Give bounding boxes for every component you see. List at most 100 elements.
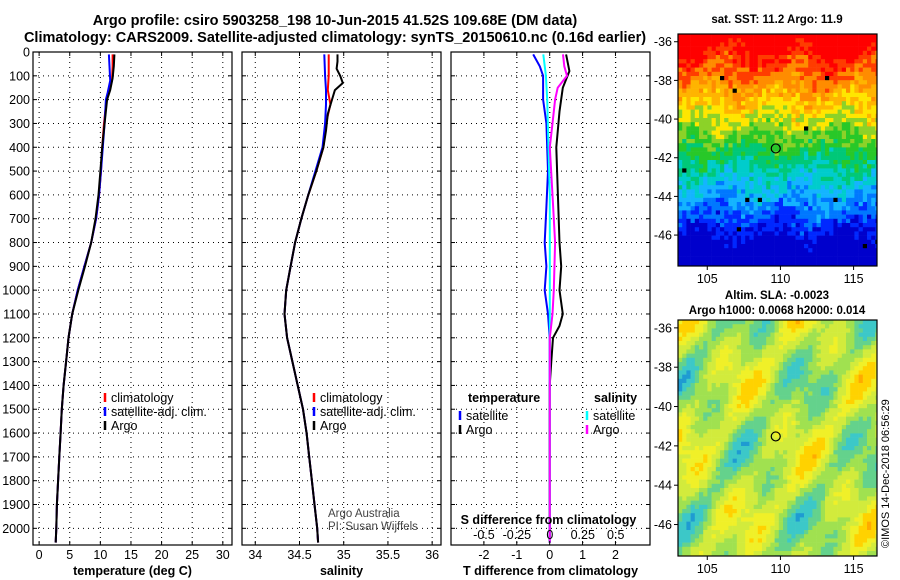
map-cell xyxy=(762,160,767,165)
map-cell xyxy=(833,113,838,119)
map-cell xyxy=(804,50,809,56)
map-cell xyxy=(850,471,855,476)
map-cell xyxy=(732,416,738,422)
map-cell xyxy=(711,353,717,359)
map-cell xyxy=(808,412,813,417)
map-cell xyxy=(720,109,725,115)
map-cell xyxy=(837,46,843,52)
map-cell xyxy=(871,38,876,43)
map-cell xyxy=(841,341,847,346)
map-cell xyxy=(787,155,792,161)
map-cell xyxy=(703,214,708,220)
map-cell xyxy=(816,71,822,77)
legend-title-salinity: salinity xyxy=(594,391,637,405)
map-cell xyxy=(703,458,708,464)
map-cell xyxy=(678,341,683,346)
map-cell xyxy=(841,399,847,405)
map-cell xyxy=(732,450,738,455)
map-cell xyxy=(816,227,822,232)
map-cell xyxy=(871,467,876,472)
map-cell xyxy=(820,181,826,186)
map-cell xyxy=(703,412,708,417)
map-cell xyxy=(808,450,813,455)
map-cell xyxy=(694,320,700,325)
map-cell xyxy=(682,172,687,178)
map-cell xyxy=(690,168,696,173)
map-cell xyxy=(770,160,775,165)
map-cell xyxy=(871,105,876,110)
map-cell xyxy=(770,134,775,140)
map-cell xyxy=(766,349,771,354)
map-cell xyxy=(850,210,855,215)
map-cell xyxy=(678,42,683,47)
map-cell xyxy=(690,134,696,140)
map-cell xyxy=(707,244,712,249)
map-cell xyxy=(745,378,750,384)
map-cell xyxy=(841,454,847,459)
map-cell xyxy=(837,429,843,434)
map-cell xyxy=(841,404,847,409)
map-cell xyxy=(837,362,843,367)
map-cell xyxy=(766,151,771,157)
map-cell xyxy=(770,210,775,215)
map-cell xyxy=(707,101,712,106)
map-cell xyxy=(854,214,859,220)
map-cell xyxy=(728,151,733,157)
map-cell xyxy=(682,483,687,489)
map-cell xyxy=(774,139,780,144)
map-cell xyxy=(699,155,704,161)
map-cell xyxy=(867,176,872,182)
map-cell xyxy=(841,101,847,106)
map-cell xyxy=(829,63,834,68)
map-cell xyxy=(837,97,843,102)
map-cell xyxy=(707,408,712,413)
map-cell xyxy=(694,420,700,426)
map-cell xyxy=(699,227,704,232)
map-cell xyxy=(850,63,855,68)
map-cell xyxy=(816,223,822,228)
map-cell xyxy=(783,97,788,102)
map-cell xyxy=(720,391,725,396)
map-cell xyxy=(736,408,742,413)
map-cell xyxy=(787,88,792,94)
map-cell xyxy=(762,370,767,375)
map-cell xyxy=(816,155,822,161)
map-cell xyxy=(678,206,683,211)
map-cell xyxy=(711,374,717,380)
map-cell xyxy=(791,231,796,236)
map-cell xyxy=(694,67,700,73)
map-cell xyxy=(795,429,801,434)
map-cell xyxy=(850,185,855,190)
map-cell xyxy=(762,181,767,186)
map-cell xyxy=(703,67,708,73)
map-cell xyxy=(694,370,700,375)
map-cell xyxy=(778,362,784,367)
map-cell xyxy=(686,383,691,388)
map-cell xyxy=(699,50,704,56)
map-cell xyxy=(795,353,801,359)
map-cell xyxy=(778,437,784,443)
map-cell xyxy=(841,147,847,152)
map-cell xyxy=(711,416,717,422)
map-cell xyxy=(715,139,721,144)
map-cell xyxy=(766,395,771,401)
map-cell xyxy=(678,320,683,325)
map-cell xyxy=(753,244,759,249)
map-cell xyxy=(694,227,700,232)
map-cell xyxy=(699,383,704,388)
map-cell xyxy=(707,113,712,119)
map-cell xyxy=(837,118,843,123)
map-cell xyxy=(715,59,721,64)
map-cell xyxy=(829,244,834,249)
map-cell xyxy=(799,176,805,182)
map-cell xyxy=(867,38,872,43)
map-cell xyxy=(862,475,868,480)
map-cell xyxy=(825,235,830,241)
map-cell xyxy=(846,193,851,199)
map-cell xyxy=(715,341,721,346)
map-cell xyxy=(728,395,733,401)
map-cell xyxy=(778,118,784,123)
map-cell xyxy=(682,420,687,426)
map-cell xyxy=(858,362,864,367)
